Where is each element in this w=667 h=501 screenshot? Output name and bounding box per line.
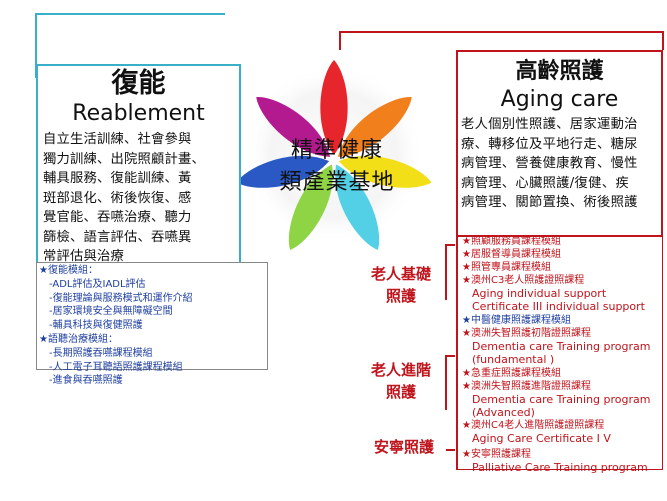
petal-red: [320, 60, 348, 155]
aging-desc-line: 病管理、營養健康教育、慢性: [461, 156, 638, 172]
petal-purple: [256, 97, 331, 157]
aging-care-title-en: Aging care: [500, 87, 619, 112]
reablement-desc-line: 獨力訓練、出院照顧計畫、: [43, 151, 205, 167]
course-item: ★澳洲失智照護初階證照課程: [462, 328, 591, 339]
course-item: ★澳州C3老人照護證照課程: [462, 275, 585, 286]
reablement-desc-line: 覺官能、吞嚥治療、聽力: [43, 210, 192, 225]
course-item-en: (fundamental ): [472, 353, 555, 366]
aging-care-description: 老人個別性照護、居家運動治 療、轉移位及平地行走、糖尿 病管理、營養健康教育、慢…: [458, 114, 661, 213]
category-advanced-line2: 照護: [385, 383, 416, 401]
reablement-title-zh: 復能: [111, 68, 166, 99]
reablement-desc-line: 輔具服務、復能訓練、黃: [43, 171, 192, 186]
reablement-modules-box: ★復能模組： -ADL評估及IADL評估 -復能理論與服務模式和運作介紹 -居家…: [36, 262, 268, 386]
aging-desc-line: 病管理、心臟照護/復健、疾: [461, 175, 629, 191]
course-item: ★照顧服務員課程模組: [462, 236, 561, 247]
module-heading: ★語聽治療模組：: [39, 333, 118, 345]
course-item-en: (Advanced): [472, 406, 535, 419]
center-title-line1: 精準健康: [290, 138, 383, 163]
course-item: ★澳洲失智照護進階證照課程: [462, 381, 591, 392]
category-basic-line1: 老人基礎: [370, 265, 431, 283]
petal-yellow: [338, 155, 432, 188]
reablement-title-en: Reablement: [72, 101, 205, 126]
reablement-description: 自立生活訓練、社會參與 獨力訓練、出院照顧計畫、 輔具服務、復能訓練、黃 斑部退…: [38, 128, 239, 267]
module-item: -進食與吞嚥照護: [49, 375, 123, 387]
aging-desc-line: 療、轉移位及平地行走、糖尿: [461, 136, 638, 152]
course-item: ★居服督導員課程模組: [462, 249, 561, 260]
category-hospice-care: 安寧照護: [373, 438, 434, 456]
petal-green: [288, 164, 333, 250]
aging-care-panel: 高齡照護 Aging care 老人個別性照護、居家運動治 療、轉移位及平地行走…: [456, 50, 663, 237]
category-basic-line2: 照護: [385, 287, 416, 305]
module-item: -居家環境安全與無障礙空間: [49, 306, 173, 318]
petal-blue: [236, 155, 330, 188]
aging-desc-line: 病管理、關節置換、術後照護: [461, 195, 638, 211]
aging-care-courses: ★照顧服務員課程模組 ★居服督導員課程模組 ★照管專員課程模組 ★澳州C3老人照…: [456, 234, 663, 474]
aging-care-title-zh: 高齡照護: [515, 59, 604, 84]
category-basic-care: 老人基礎 照護: [362, 263, 440, 307]
module-item: -ADL評估及IADL評估: [49, 278, 146, 290]
center-title-line2: 類產業基地: [279, 170, 395, 195]
category-advanced-care: 老人進階 照護: [362, 359, 440, 403]
course-item: ★急重症照護課程模組: [462, 368, 561, 379]
course-item-en: Certificate III individual support: [472, 300, 645, 313]
course-item-en: Dementia care Training program: [472, 340, 651, 353]
course-item-en: Aging Care Certificate I V: [472, 432, 611, 445]
course-item: ★中醫健康照護課程模組: [462, 315, 571, 326]
petal-orange: [337, 97, 412, 157]
module-item: -復能理論與服務模式和運作介紹: [49, 292, 193, 304]
reablement-desc-line: 自立生活訓練、社會參與: [43, 132, 192, 147]
flower-petals: [236, 60, 432, 250]
course-item-en: Dementia care Training program: [472, 393, 651, 406]
course-item-en: Aging individual support: [472, 287, 607, 300]
module-item: -輔具科技與復健照護: [49, 320, 143, 332]
reablement-desc-line: 常評估與治療: [43, 249, 124, 264]
course-item: ★澳州C4老人進階照護證照課程: [462, 420, 605, 431]
category-advanced-line1: 老人進階: [370, 361, 431, 379]
flower-diagram: 精準健康 類產業基地: [222, 42, 452, 302]
reablement-desc-line: 篩檢、語言評估、吞嚥異: [43, 229, 192, 245]
course-item-en: Palliative Care Training program: [472, 461, 648, 474]
petal-cyan: [335, 164, 380, 250]
aging-desc-line: 老人個別性照護、居家運動治: [461, 117, 638, 132]
module-heading: ★復能模組：: [39, 265, 98, 276]
reablement-desc-line: 斑部退化、術後恢復、感: [43, 190, 192, 206]
module-item: -長期照護吞嚥課程模組: [49, 347, 153, 359]
course-item: ★安寧照護課程: [462, 449, 531, 460]
module-item: -人工電子耳聽語照護課程模組: [49, 361, 183, 373]
course-item: ★照管專員課程模組: [462, 262, 551, 273]
